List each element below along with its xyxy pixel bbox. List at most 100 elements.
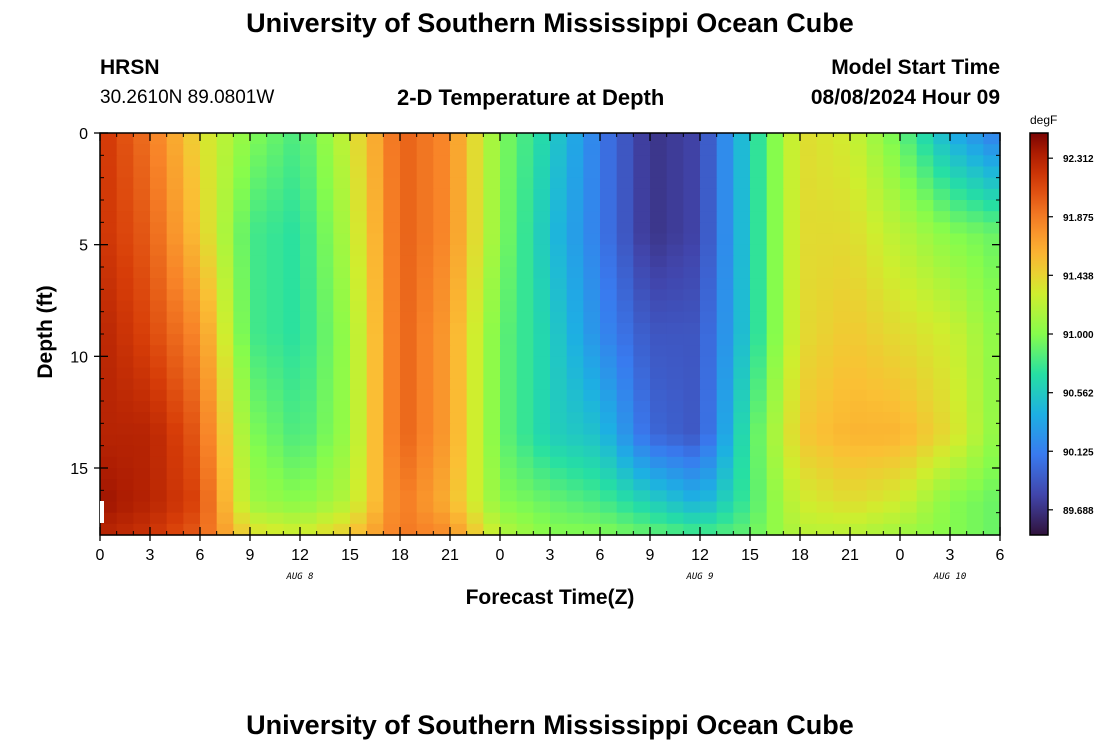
heatmap-cell bbox=[383, 289, 401, 302]
heatmap-cell bbox=[750, 334, 768, 346]
heatmap-cell bbox=[183, 445, 201, 458]
heatmap-cell bbox=[533, 255, 551, 268]
heatmap-cell bbox=[950, 278, 968, 290]
model-start-label: Model Start Time bbox=[831, 56, 1000, 79]
heatmap-cell bbox=[866, 267, 884, 279]
date-label: AUG 9 bbox=[685, 572, 713, 582]
heatmap-cell bbox=[700, 233, 718, 246]
heatmap-cell bbox=[533, 267, 551, 279]
heatmap-cell bbox=[700, 311, 718, 324]
heatmap-cell bbox=[250, 490, 268, 503]
heatmap-cell bbox=[100, 200, 118, 212]
heatmap-cell bbox=[350, 401, 368, 413]
heatmap-cell bbox=[933, 311, 951, 324]
surface-marker bbox=[100, 501, 104, 523]
heatmap-cell bbox=[683, 456, 701, 469]
heatmap-cell bbox=[316, 144, 334, 156]
heatmap-cell bbox=[733, 200, 751, 212]
heatmap-cell bbox=[600, 445, 618, 458]
heatmap-cell bbox=[866, 512, 884, 525]
heatmap-cell bbox=[933, 177, 951, 190]
heatmap-cell bbox=[566, 211, 584, 223]
heatmap-cell bbox=[600, 267, 618, 279]
heatmap-cell bbox=[283, 155, 301, 168]
heatmap-cell bbox=[583, 278, 601, 290]
heatmap-cell bbox=[133, 244, 151, 257]
heatmap-cell bbox=[683, 367, 701, 380]
heatmap-cell bbox=[633, 490, 651, 503]
heatmap-cell bbox=[516, 523, 534, 536]
heatmap-cell bbox=[433, 434, 451, 447]
heatmap-cell bbox=[583, 423, 601, 436]
heatmap-cell bbox=[650, 322, 668, 335]
heatmap-cell bbox=[733, 468, 751, 480]
heatmap-cell bbox=[816, 389, 834, 402]
heatmap-cell bbox=[600, 144, 618, 156]
heatmap-cell bbox=[716, 434, 734, 447]
heatmap-cell bbox=[400, 211, 418, 223]
heatmap-cell bbox=[800, 244, 818, 257]
heatmap-cell bbox=[800, 378, 818, 391]
heatmap-cell bbox=[216, 389, 234, 402]
heatmap-cell bbox=[366, 334, 384, 346]
heatmap-cell bbox=[716, 311, 734, 324]
heatmap-cell bbox=[400, 334, 418, 346]
heatmap-cell bbox=[500, 356, 518, 369]
heatmap-cell bbox=[116, 177, 134, 190]
heatmap-cell bbox=[733, 278, 751, 290]
heatmap-cell bbox=[116, 367, 134, 380]
heatmap-cell bbox=[616, 412, 634, 424]
heatmap-cell bbox=[550, 356, 568, 369]
heatmap-cell bbox=[416, 300, 434, 313]
heatmap-cell bbox=[400, 155, 418, 168]
heatmap-cell bbox=[516, 490, 534, 503]
heatmap-cell bbox=[216, 322, 234, 335]
heatmap-cell bbox=[183, 434, 201, 447]
heatmap-cell bbox=[350, 300, 368, 313]
heatmap-cell bbox=[583, 144, 601, 156]
heatmap-cell bbox=[383, 501, 401, 514]
heatmap-cell bbox=[733, 334, 751, 346]
heatmap-cell bbox=[300, 300, 318, 313]
heatmap-cell bbox=[483, 523, 501, 536]
heatmap-cell bbox=[316, 367, 334, 380]
heatmap-cell bbox=[716, 501, 734, 514]
heatmap-cell bbox=[900, 289, 918, 302]
heatmap-cell bbox=[383, 222, 401, 235]
heatmap-cell bbox=[816, 177, 834, 190]
heatmap-cell bbox=[133, 188, 151, 201]
heatmap-cell bbox=[883, 345, 901, 357]
heatmap-cell bbox=[283, 300, 301, 313]
heatmap-cell bbox=[233, 200, 251, 212]
heatmap-cell bbox=[933, 188, 951, 201]
heatmap-cell bbox=[133, 389, 151, 402]
heatmap-cell bbox=[666, 356, 684, 369]
heatmap-cell bbox=[600, 490, 618, 503]
heatmap-cell bbox=[433, 166, 451, 179]
heatmap-cell bbox=[600, 423, 618, 436]
heatmap-cell bbox=[966, 468, 984, 480]
heatmap-cell bbox=[400, 445, 418, 458]
heatmap-cell bbox=[916, 378, 934, 391]
heatmap-cell bbox=[500, 233, 518, 246]
heatmap-cell bbox=[666, 267, 684, 279]
heatmap-cell bbox=[216, 233, 234, 246]
heatmap-cell bbox=[683, 177, 701, 190]
heatmap-cell bbox=[616, 456, 634, 469]
heatmap-cell bbox=[950, 334, 968, 346]
heatmap-cell bbox=[283, 490, 301, 503]
heatmap-cell bbox=[733, 523, 751, 536]
colorbar-tick-label: 91.875 bbox=[1063, 213, 1094, 224]
heatmap-cell bbox=[516, 188, 534, 201]
heatmap-cell bbox=[116, 501, 134, 514]
heatmap-cell bbox=[666, 389, 684, 402]
heatmap-cell bbox=[783, 367, 801, 380]
heatmap-cell bbox=[283, 267, 301, 279]
heatmap-cell bbox=[983, 222, 1001, 235]
heatmap-cell bbox=[200, 133, 218, 145]
heatmap-cell bbox=[733, 300, 751, 313]
heatmap-cell bbox=[566, 300, 584, 313]
heatmap-cell bbox=[150, 133, 168, 145]
heatmap-cell bbox=[883, 311, 901, 324]
heatmap-cell bbox=[900, 512, 918, 525]
